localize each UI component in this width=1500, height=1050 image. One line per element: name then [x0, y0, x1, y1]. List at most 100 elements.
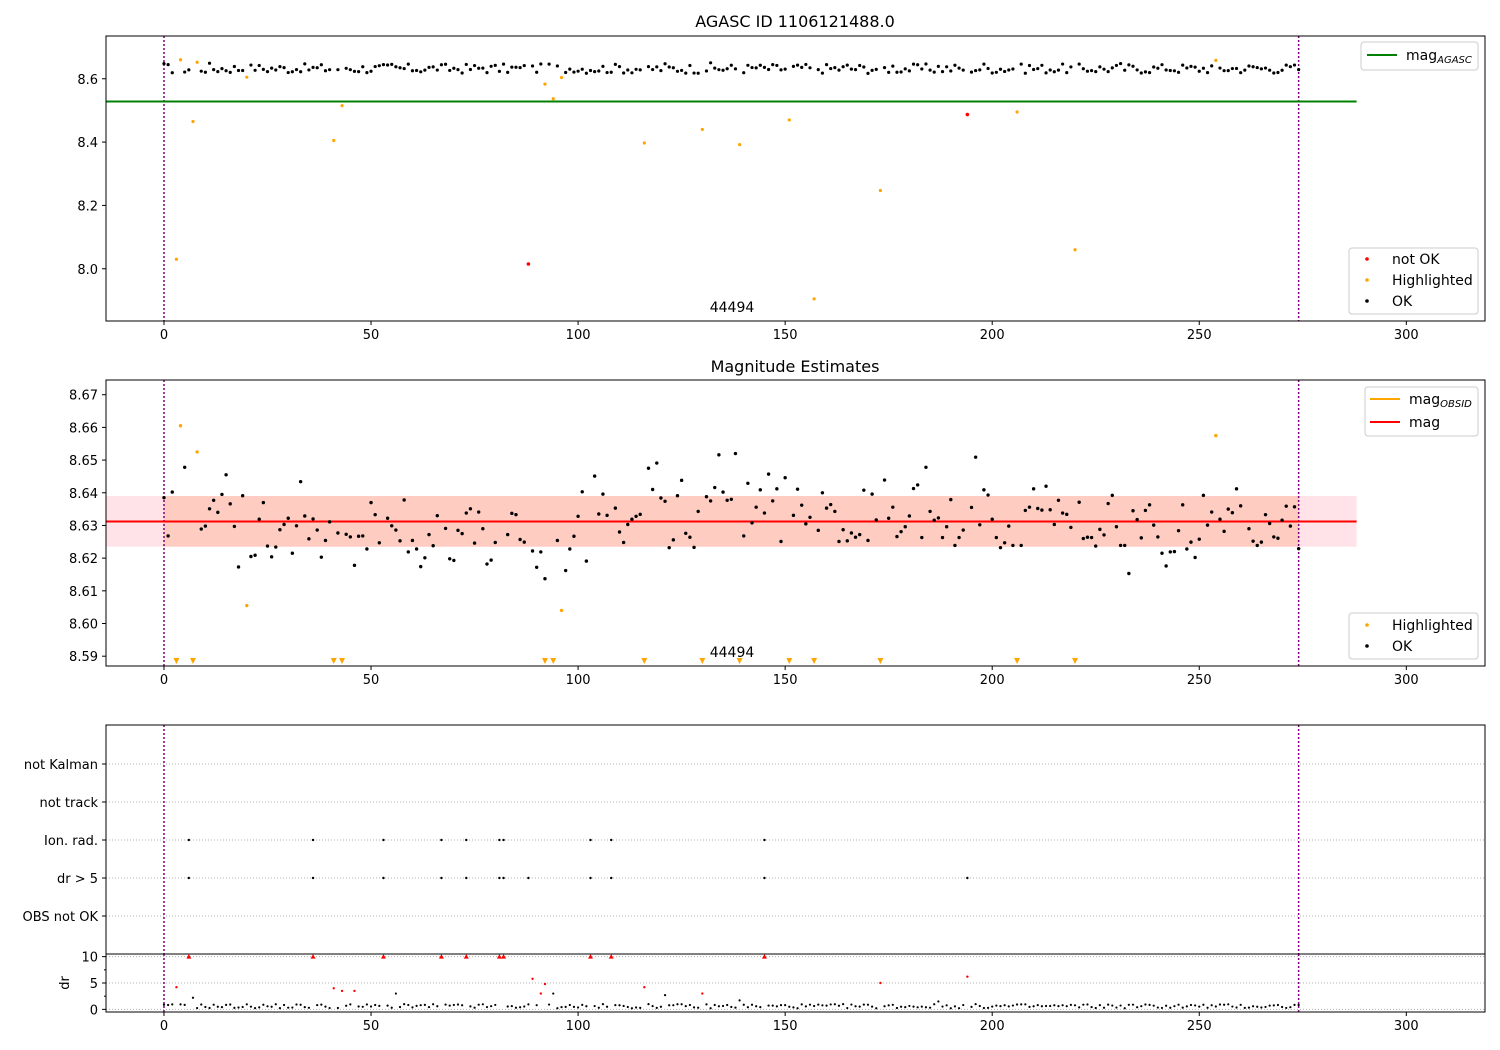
ok-point — [779, 539, 783, 544]
ok-point — [684, 71, 688, 75]
dr-point — [850, 1003, 853, 1006]
panel-2-ytick-label: 8.60 — [69, 618, 98, 633]
highlighted-point — [700, 127, 704, 132]
ok-point — [1209, 510, 1214, 514]
ok-point — [1007, 68, 1011, 72]
ok-point — [1048, 68, 1052, 72]
ok-point — [278, 65, 282, 69]
ok-point — [1127, 571, 1131, 576]
highlighted-point — [642, 141, 646, 145]
ok-point — [518, 537, 522, 542]
ok-point — [1036, 66, 1040, 71]
ok-point — [1272, 71, 1276, 75]
dr-point — [1082, 1003, 1085, 1006]
dr-point — [779, 1004, 783, 1007]
dr-point — [1078, 1006, 1081, 1009]
ok-point — [903, 525, 907, 529]
ok-point — [605, 513, 609, 518]
ok-point — [468, 507, 473, 511]
ok-point — [1205, 523, 1210, 527]
ok-point — [795, 63, 800, 67]
dr-clipped-marker — [496, 954, 502, 959]
ok-point — [1098, 65, 1102, 69]
ok-point — [592, 474, 597, 478]
out-of-range-marker — [189, 658, 196, 664]
out-of-range-marker — [699, 658, 706, 664]
dr-point — [796, 1007, 799, 1010]
ok-point — [895, 534, 899, 539]
panel-4-xtick-label: 100 — [566, 1019, 591, 1034]
dr-point — [204, 1005, 207, 1009]
ok-point — [572, 534, 576, 538]
ok-point — [725, 67, 729, 71]
ok-point — [593, 70, 597, 74]
dr-point — [444, 1003, 447, 1006]
dr-point — [730, 1005, 733, 1009]
ok-point — [766, 472, 771, 476]
dr-point — [572, 1005, 576, 1008]
ok-point — [489, 64, 493, 68]
ok-point — [539, 62, 543, 66]
ok-point — [1180, 503, 1185, 507]
out-of-range-marker — [786, 658, 793, 664]
ok-point — [1176, 528, 1181, 533]
ok-point — [990, 71, 994, 75]
ok-point — [303, 514, 307, 518]
dr-point — [374, 1003, 377, 1007]
highlighted-point — [245, 75, 249, 79]
dr-point — [403, 1002, 406, 1006]
ok-point — [576, 514, 580, 518]
ok-point — [298, 479, 303, 484]
dr-point — [216, 1005, 219, 1008]
highlighted-point — [178, 424, 183, 428]
ok-point — [584, 559, 589, 563]
ok-point — [729, 63, 733, 67]
dr-clipped-marker — [463, 954, 469, 959]
panel-1-ytick-label: 8.0 — [77, 263, 98, 278]
ok-point — [506, 70, 510, 74]
ok-point — [419, 564, 423, 569]
ok-point — [493, 63, 497, 67]
dr-point — [618, 1004, 621, 1007]
flag-point — [763, 876, 766, 880]
dr-point — [274, 1003, 277, 1006]
highlighted-point — [812, 297, 816, 301]
ok-point — [269, 555, 274, 559]
dr-point — [792, 1006, 795, 1009]
ok-point — [601, 492, 605, 496]
ok-point — [957, 535, 961, 540]
ok-point — [841, 528, 845, 532]
dr-point — [320, 1003, 323, 1006]
dr-point — [1140, 1005, 1143, 1008]
dr-point — [1015, 1003, 1019, 1006]
ok-point — [452, 66, 456, 70]
highlighted-point — [1015, 110, 1019, 114]
ok-point — [820, 491, 825, 495]
ok-point — [224, 473, 228, 477]
dr-point — [1218, 1003, 1222, 1006]
ok-point — [1003, 69, 1007, 74]
ok-point — [858, 63, 862, 68]
ok-point — [833, 509, 837, 514]
dr-point — [357, 1005, 360, 1008]
dr-point — [452, 1003, 455, 1007]
dr-point — [672, 1004, 675, 1007]
ok-point — [671, 66, 675, 70]
ok-point — [704, 69, 709, 73]
ok-point — [779, 68, 783, 72]
dr-point — [804, 1005, 807, 1008]
ok-point — [1085, 69, 1090, 73]
ok-point — [651, 67, 655, 72]
flag-label: dr > 5 — [57, 872, 98, 887]
ok-point — [646, 65, 651, 69]
ok-point — [505, 532, 510, 537]
dr-high-point — [879, 981, 882, 985]
ok-point — [800, 65, 804, 69]
flag-point — [440, 876, 443, 880]
flag-point — [311, 838, 315, 842]
dr-point — [846, 1006, 849, 1010]
dr-point — [1044, 1004, 1048, 1008]
ok-point — [1296, 546, 1301, 551]
dr-point — [361, 1005, 364, 1008]
ok-point — [435, 68, 439, 72]
